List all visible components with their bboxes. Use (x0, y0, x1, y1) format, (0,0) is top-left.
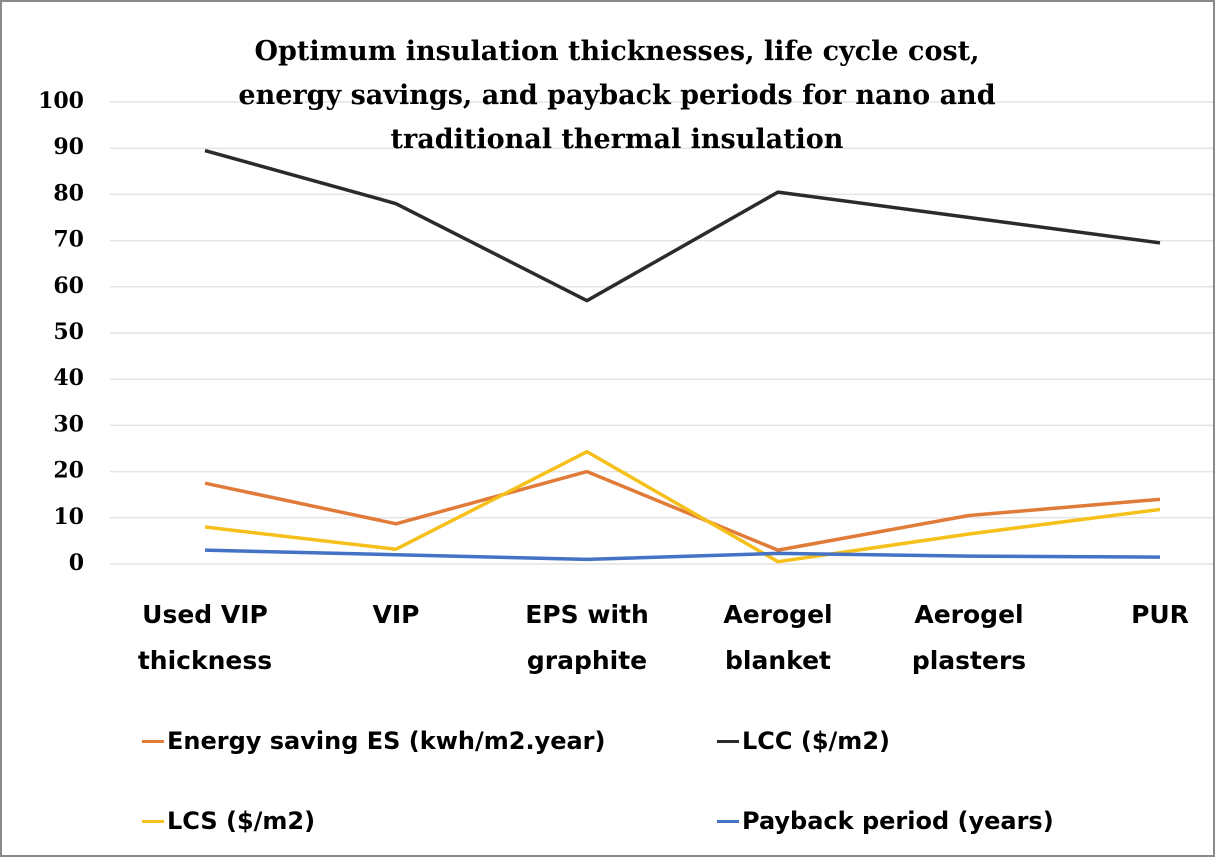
x-tick-label: EPS with graphite (525, 600, 649, 675)
legend-label: Energy saving ES (kwh/m2.year) (167, 727, 606, 755)
legend-label: LCC ($/m2) (742, 727, 890, 755)
y-tick-label: 50 (53, 319, 84, 345)
legend-item: Payback period (years) (717, 807, 1054, 835)
y-tick-label: 100 (38, 88, 84, 114)
x-tick-label: Aerogel plasters (911, 600, 1027, 675)
legend-item: LCC ($/m2) (717, 727, 890, 755)
y-tick-label: 0 (69, 550, 84, 576)
x-tick-label: Aerogel blanket (723, 600, 833, 675)
y-tick-label: 10 (53, 504, 84, 530)
series-line (204, 469, 1161, 552)
series-line (204, 148, 1161, 303)
legend-swatch (717, 819, 739, 823)
y-tick-label: 80 (53, 180, 84, 206)
y-tick-label: 90 (53, 134, 84, 160)
y-tick-label: 20 (53, 458, 84, 484)
y-tick-label: 40 (53, 365, 84, 391)
x-tick-label: PUR (1131, 600, 1189, 629)
legend-label: LCS ($/m2) (167, 807, 316, 835)
legend-item: LCS ($/m2) (142, 807, 315, 835)
legend-item: Energy saving ES (kwh/m2.year) (142, 727, 605, 755)
series-line (204, 449, 1161, 564)
y-tick-label: 70 (53, 227, 84, 253)
legend-swatch (142, 819, 164, 823)
chart-title: Optimum insulation thicknesses, life cyc… (238, 36, 996, 155)
x-tick-label: Used VIP thickness (137, 600, 273, 675)
legend-label: Payback period (years) (742, 807, 1054, 835)
legend-swatch (717, 739, 739, 743)
legend-swatch (142, 739, 164, 743)
x-tick-label: VIP (372, 600, 420, 629)
series-line (204, 548, 1161, 562)
y-tick-label: 60 (53, 273, 84, 299)
y-tick-label: 30 (53, 411, 84, 437)
